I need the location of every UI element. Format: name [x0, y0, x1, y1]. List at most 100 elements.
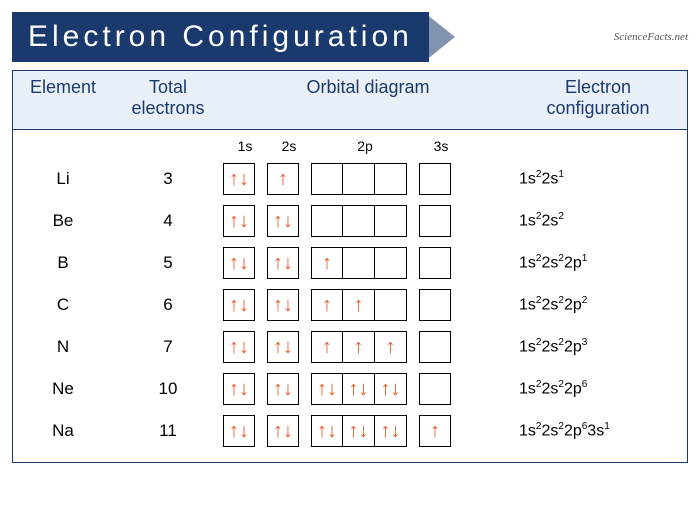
- table-header-row: Element Total electrons Orbital diagram …: [13, 71, 687, 130]
- orbital-diagram: ↑↓↑↓↑↓↑↓↑↓: [223, 373, 513, 405]
- orbital-diagram: ↑↓ ↑↓ ↑↑↑: [223, 331, 513, 363]
- table-row: B5↑↓↑↓↑1s22s22p1: [13, 242, 687, 284]
- header-config-l2: configuration: [513, 98, 683, 119]
- orbital-box: ↑↓: [223, 247, 255, 279]
- orbital-box: [419, 289, 451, 321]
- header-orbital: Orbital diagram: [223, 77, 513, 98]
- orbital-group: ↑↓↑↓↑↓: [311, 373, 407, 405]
- orbital-box: ↑: [343, 331, 375, 363]
- table-row: Na11↑↓↑↓↑↓↑↓↑↓↑1s22s22p63s1: [13, 410, 687, 452]
- element-symbol: N: [13, 337, 113, 357]
- header-total-l1: Total: [113, 77, 223, 98]
- brand-label: ScienceFacts.net: [614, 31, 688, 43]
- electron-configuration: 1s22s22p1: [513, 253, 683, 272]
- orbital-diagram: ↑↓↑↓↑↓↑↓↑↓↑: [223, 415, 513, 447]
- orbital-label-2p: 2p: [311, 138, 419, 154]
- title-decor: [425, 13, 455, 61]
- table-row: Ne10↑↓↑↓↑↓↑↓↑↓1s22s22p6: [13, 368, 687, 410]
- element-symbol: B: [13, 253, 113, 273]
- orbital-group: ↑↓: [223, 289, 255, 321]
- orbital-box: [343, 163, 375, 195]
- orbital-box: [419, 247, 451, 279]
- table-row: Be4↑↓↑↓1s22s2: [13, 200, 687, 242]
- electron-configuration: 1s22s22p6: [513, 379, 683, 398]
- total-electrons: 11: [113, 421, 223, 441]
- electron-configuration: 1s22s22p2: [513, 295, 683, 314]
- orbital-box: [343, 247, 375, 279]
- orbital-group: ↑↓: [267, 331, 299, 363]
- header-element: Element: [13, 77, 113, 98]
- orbital-group: ↑↓: [223, 331, 255, 363]
- orbital-box: ↑↓: [343, 415, 375, 447]
- orbital-box: ↑: [311, 289, 343, 321]
- title-bar: Electron Configuration ScienceFacts.net: [12, 12, 688, 62]
- orbital-box: ↑↓: [267, 289, 299, 321]
- orbital-group: ↑↑: [311, 289, 407, 321]
- orbital-box: ↑↓: [223, 205, 255, 237]
- element-symbol: C: [13, 295, 113, 315]
- orbital-box: ↑: [375, 331, 407, 363]
- orbital-group: ↑↑↑: [311, 331, 407, 363]
- orbital-diagram: ↑↓ ↑↓ ↑: [223, 247, 513, 279]
- orbital-box: [343, 205, 375, 237]
- orbital-group: ↑↓: [267, 205, 299, 237]
- orbital-box: [419, 373, 451, 405]
- orbital-box: ↑↓: [223, 163, 255, 195]
- orbital-box: ↑↓: [223, 373, 255, 405]
- orbital-box: ↑: [311, 247, 343, 279]
- total-electrons: 4: [113, 211, 223, 231]
- orbital-box: ↑↓: [223, 331, 255, 363]
- electron-configuration: 1s22s1: [513, 169, 683, 188]
- table-row: Li3↑↓↑1s22s1: [13, 158, 687, 200]
- orbital-group: ↑↓: [223, 373, 255, 405]
- orbital-diagram: ↑↓ ↑: [223, 163, 513, 195]
- orbital-group: ↑: [419, 415, 451, 447]
- electron-configuration: 1s22s22p3: [513, 337, 683, 356]
- orbital-group: ↑↓: [223, 205, 255, 237]
- orbital-group: ↑↓: [223, 415, 255, 447]
- orbital-group: ↑↓: [267, 247, 299, 279]
- electron-config-table: Element Total electrons Orbital diagram …: [12, 70, 688, 463]
- orbital-group: ↑↓↑↓↑↓: [311, 415, 407, 447]
- orbital-group: [419, 247, 451, 279]
- table-body: Li3↑↓↑1s22s1Be4↑↓↑↓1s22s2B5↑↓↑↓↑1s22s22p…: [13, 154, 687, 462]
- orbital-box: [311, 163, 343, 195]
- orbital-box: ↑↓: [375, 415, 407, 447]
- orbital-group: ↑↓: [267, 289, 299, 321]
- orbital-box: [375, 163, 407, 195]
- total-electrons: 7: [113, 337, 223, 357]
- element-symbol: Na: [13, 421, 113, 441]
- orbital-group: ↑↓: [223, 163, 255, 195]
- orbital-box: ↑↓: [223, 415, 255, 447]
- header-total-l2: electrons: [113, 98, 223, 119]
- element-symbol: Li: [13, 169, 113, 189]
- orbital-box: ↑↓: [267, 247, 299, 279]
- orbital-box: ↑: [267, 163, 299, 195]
- orbital-group: [419, 163, 451, 195]
- element-symbol: Be: [13, 211, 113, 231]
- orbital-group: [419, 205, 451, 237]
- orbital-label-row: 1s2s2p3s: [13, 130, 687, 154]
- orbital-box: ↑↓: [267, 415, 299, 447]
- orbital-box: ↑↓: [343, 373, 375, 405]
- header-total: Total electrons: [113, 77, 223, 119]
- orbital-group: ↑↓: [267, 415, 299, 447]
- table-row: N7↑↓↑↓↑↑↑1s22s22p3: [13, 326, 687, 368]
- total-electrons: 10: [113, 379, 223, 399]
- orbital-diagram: ↑↓ ↑↓ ↑↑: [223, 289, 513, 321]
- orbital-box: ↑: [343, 289, 375, 321]
- orbital-group: [311, 205, 407, 237]
- orbital-box: ↑: [419, 415, 451, 447]
- orbital-group: [419, 289, 451, 321]
- orbital-box: [375, 289, 407, 321]
- orbital-box: ↑↓: [311, 415, 343, 447]
- total-electrons: 6: [113, 295, 223, 315]
- orbital-group: ↑↓: [267, 373, 299, 405]
- orbital-diagram: ↑↓ ↑↓: [223, 205, 513, 237]
- orbital-box: [311, 205, 343, 237]
- orbital-box: [419, 205, 451, 237]
- orbital-label-1s: 1s: [223, 138, 267, 154]
- orbital-box: [375, 247, 407, 279]
- electron-configuration: 1s22s22p63s1: [513, 421, 683, 440]
- orbital-label-3s: 3s: [419, 138, 463, 154]
